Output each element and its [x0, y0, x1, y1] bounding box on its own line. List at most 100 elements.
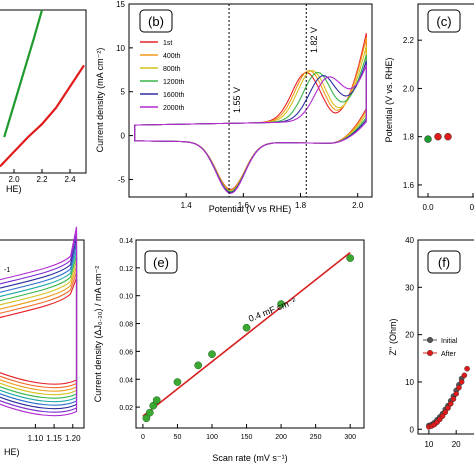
panel-f-point — [453, 390, 459, 397]
panel-e: 0.14 0.12 0.10 0.08 0.06 0.04 0.02 0 50 100 150 20… — [93, 238, 365, 463]
panel-d-cv-curves — [0, 226, 78, 417]
panel-b-legend-label: 2000th — [163, 105, 185, 112]
panel-e-x-ticks: 0 50 100 150 200 250 300 — [141, 424, 356, 441]
panel-e-point — [277, 300, 285, 308]
panel-f-y-ticks: 40 30 20 10 0 — [405, 236, 422, 434]
panel-b-vline-label: 1.55 V — [232, 87, 242, 113]
panel-c-y-tick-label: 2.0 — [403, 84, 415, 93]
panel-d-curve — [0, 226, 78, 417]
panel-e-y-tick-label: 0.10 — [119, 294, 133, 301]
panel-e-point — [208, 350, 216, 359]
panel-c-points — [424, 132, 452, 143]
panel-e-x-tick-label: 100 — [206, 434, 218, 441]
panel-e-y-tick-label: 0.06 — [119, 349, 133, 356]
panel-b-y-tick-label: 0 — [121, 132, 126, 141]
panel-c-y-tick-label: 1.6 — [403, 181, 415, 190]
panel-d: 1.10 1.15 1.20 -1 HE) — [0, 226, 85, 457]
panel-f-points — [426, 365, 470, 430]
panel-c-label: (c) — [436, 14, 451, 29]
panel-b-reference-lines: 1.55 V 1.82 V — [228, 4, 319, 197]
panel-c-point — [444, 132, 452, 141]
panel-a-series-line — [3, 9, 44, 138]
panel-c: 2.2 2.0 1.8 1.6 0.0 0. (c) Potential (V vs. … — [384, 3, 474, 212]
panel-d-legend-fragment: -1 — [4, 267, 10, 274]
panel-e-slope-annotation: 0.4 mF cm⁻² — [247, 296, 297, 324]
panel-a: 2.0 2.2 2.4 HE) — [0, 9, 87, 194]
panel-c-point — [434, 132, 442, 141]
panel-f-badge — [427, 250, 461, 274]
panel-b: 1.55 V 1.82 V 15 10 5 0 -5 1.4 1.6 1.8 2.0 1st 40… — [95, 0, 373, 214]
panel-f-x-tick-label: 10 — [424, 440, 433, 449]
panel-e-y-tick-label: 0.04 — [119, 377, 133, 384]
panel-b-y-tick-label: 5 — [121, 88, 126, 97]
panel-b-label: (b) — [148, 14, 164, 29]
panel-e-badge — [144, 250, 178, 274]
panel-c-y-tick-label: 1.8 — [403, 133, 415, 142]
panel-b-legend-label: 800th — [163, 66, 181, 73]
panel-e-x-tick-label: 200 — [275, 434, 287, 441]
panel-e-x-tick-label: 50 — [174, 434, 182, 441]
panel-b-x-tick-label: 1.8 — [295, 201, 307, 210]
panel-b-y-tick-label: 10 — [116, 44, 125, 53]
panel-f-legend-marker — [427, 337, 434, 344]
panel-d-x-tick-label: 1.10 — [28, 434, 44, 443]
panel-f-point — [456, 384, 462, 391]
panel-e-y-tick-label: 0.02 — [119, 405, 133, 412]
panel-e-point — [149, 401, 158, 410]
panel-f-label: (f) — [438, 255, 450, 270]
panel-f-point — [458, 379, 465, 385]
panel-b-frame — [128, 3, 373, 198]
panel-b-cv-curves — [134, 32, 367, 194]
panel-e-point — [142, 414, 151, 423]
panel-e-fit — [142, 251, 351, 417]
panel-c-x-tick-label: 0. — [470, 203, 474, 212]
panel-b-vline-label: 1.82 V — [309, 27, 319, 53]
panel-f-point — [450, 396, 457, 402]
panel-b-legend-label: 1200th — [163, 79, 185, 86]
panel-b-xlabel: Potential (V vs RHE) — [209, 204, 292, 214]
panel-e-xlabel: Scan rate (mV s⁻¹) — [212, 453, 287, 463]
panel-a-frame — [0, 9, 87, 174]
panel-d-x-ticks: 1.10 1.15 1.20 — [28, 424, 81, 443]
panel-d-frame — [0, 239, 85, 429]
panel-b-x-tick-label: 1.4 — [181, 201, 193, 210]
panel-f: 40 30 20 10 0 10 20 (f) Z'' (Ohm) Initial Afte… — [388, 236, 474, 449]
panel-c-x-tick-label: 0.0 — [422, 203, 434, 212]
panel-d-xlabel: HE) — [4, 447, 20, 457]
panel-e-fit-line — [142, 251, 351, 417]
panel-f-legend-label: After — [441, 351, 456, 358]
panel-e-x-tick-label: 150 — [241, 434, 253, 441]
panel-b-x-tick-label: 1.6 — [238, 201, 250, 210]
panel-f-point — [447, 400, 454, 407]
panel-e-x-tick-label: 0 — [141, 434, 145, 441]
panel-d-curve — [0, 232, 78, 413]
panel-b-curve-400th — [134, 37, 367, 191]
panel-c-point — [424, 135, 432, 143]
panel-b-ylabel: Current density (mA cm⁻²) — [95, 48, 105, 153]
panel-a-xlabel: HE) — [6, 184, 22, 194]
panel-b-curve-2000th — [134, 64, 367, 194]
panel-f-y-tick-label: 0 — [410, 425, 415, 434]
panel-b-legend-label: 1600th — [163, 92, 185, 99]
panel-f-x-ticks: 10 20 — [424, 430, 461, 449]
panel-c-frame — [417, 3, 474, 198]
panel-f-point — [464, 365, 470, 372]
panel-f-point — [461, 372, 468, 379]
panel-f-legend-label: Initial — [441, 338, 458, 345]
panel-e-point — [152, 396, 161, 404]
panel-e-point — [346, 254, 355, 262]
panel-f-legend-marker — [427, 350, 434, 357]
panel-d-x-tick-label: 1.15 — [46, 434, 62, 443]
panel-e-y-tick-label: 0.14 — [119, 238, 133, 245]
panel-f-ylabel: Z'' (Ohm) — [388, 319, 398, 356]
panel-f-y-tick-label: 30 — [405, 283, 414, 292]
panel-a-x-ticks: 2.0 2.2 2.4 — [8, 169, 76, 184]
panel-f-y-tick-label: 10 — [405, 378, 414, 387]
panel-a-x-tick-label: 2.0 — [8, 175, 20, 184]
panel-f-y-tick-label: 40 — [405, 236, 414, 245]
panel-b-y-tick-label: -5 — [118, 175, 126, 184]
panel-c-y-tick-label: 2.2 — [403, 36, 415, 45]
panel-b-x-tick-label: 2.0 — [352, 201, 364, 210]
panel-e-x-tick-label: 300 — [344, 434, 356, 441]
panel-f-frame — [417, 239, 474, 435]
